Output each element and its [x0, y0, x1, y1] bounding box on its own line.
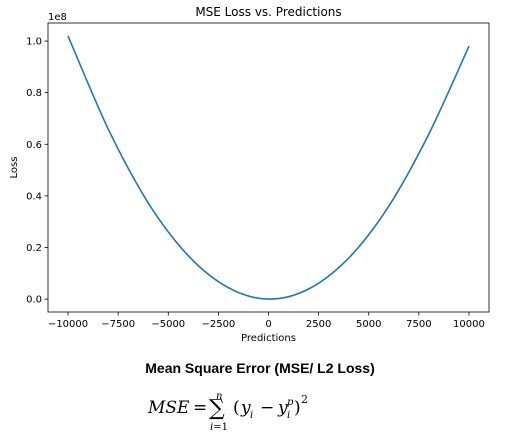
x-tick-label: −7500	[101, 319, 135, 330]
svg-text:(: (	[233, 398, 240, 418]
svg-text:i: i	[250, 410, 253, 421]
svg-text:y: y	[240, 398, 251, 418]
y-tick-label: 0.4	[26, 191, 42, 202]
formula-heading: Mean Square Error (MSE/ L2 Loss)	[145, 360, 375, 376]
x-tick-label: −5000	[151, 319, 185, 330]
y-tick-label: 0.6	[26, 140, 42, 151]
svg-text:y: y	[277, 398, 288, 418]
svg-text:∑: ∑	[209, 396, 225, 421]
y-tick-label: 0.0	[26, 295, 42, 306]
x-tick-label: −2500	[201, 319, 235, 330]
svg-text:p: p	[287, 397, 294, 408]
y-scale-label: 1e8	[48, 12, 67, 23]
chart-title: MSE Loss vs. Predictions	[195, 5, 341, 19]
mse-loss-line	[67, 35, 470, 300]
y-tick-label: 0.2	[26, 243, 42, 254]
svg-text:): )	[294, 398, 301, 418]
y-axis-label: Loss	[9, 157, 20, 179]
x-tick-label: 2500	[306, 319, 331, 330]
svg-text:i: i	[287, 410, 290, 421]
svg-text:i=1: i=1	[210, 422, 228, 433]
x-tick-label: 5000	[356, 319, 381, 330]
x-tick-label: 10000	[453, 319, 485, 330]
x-tick-label: 7500	[406, 319, 431, 330]
mse-loss-chart: MSE Loss vs. Predictions 1e8 −10000 −7500…	[9, 5, 490, 344]
mse-formula-graphic: MSE = n ∑ i=1 ( y i − y p i ) 2	[147, 391, 308, 433]
y-axis: 0.0 0.2 0.4 0.6 0.8 1.0	[26, 37, 48, 306]
x-tick-label: −10000	[48, 319, 88, 330]
svg-text:MSE: MSE	[147, 398, 190, 418]
x-axis: −10000 −7500 −5000 −2500 0 2500 5000 7500 10000	[48, 312, 485, 330]
x-tick-label: 0	[265, 319, 271, 330]
mse-formula: MSE = n ∑ i=1 ( y i − y p i ) 2	[0, 385, 520, 440]
y-tick-label: 1.0	[26, 37, 42, 48]
y-tick-label: 0.8	[26, 88, 42, 99]
plot-area-frame	[47, 22, 490, 313]
svg-text:=: =	[193, 398, 207, 418]
svg-text:−: −	[260, 398, 274, 418]
x-axis-label: Predictions	[241, 333, 296, 344]
svg-text:2: 2	[301, 393, 308, 406]
svg-text:n: n	[216, 391, 222, 402]
